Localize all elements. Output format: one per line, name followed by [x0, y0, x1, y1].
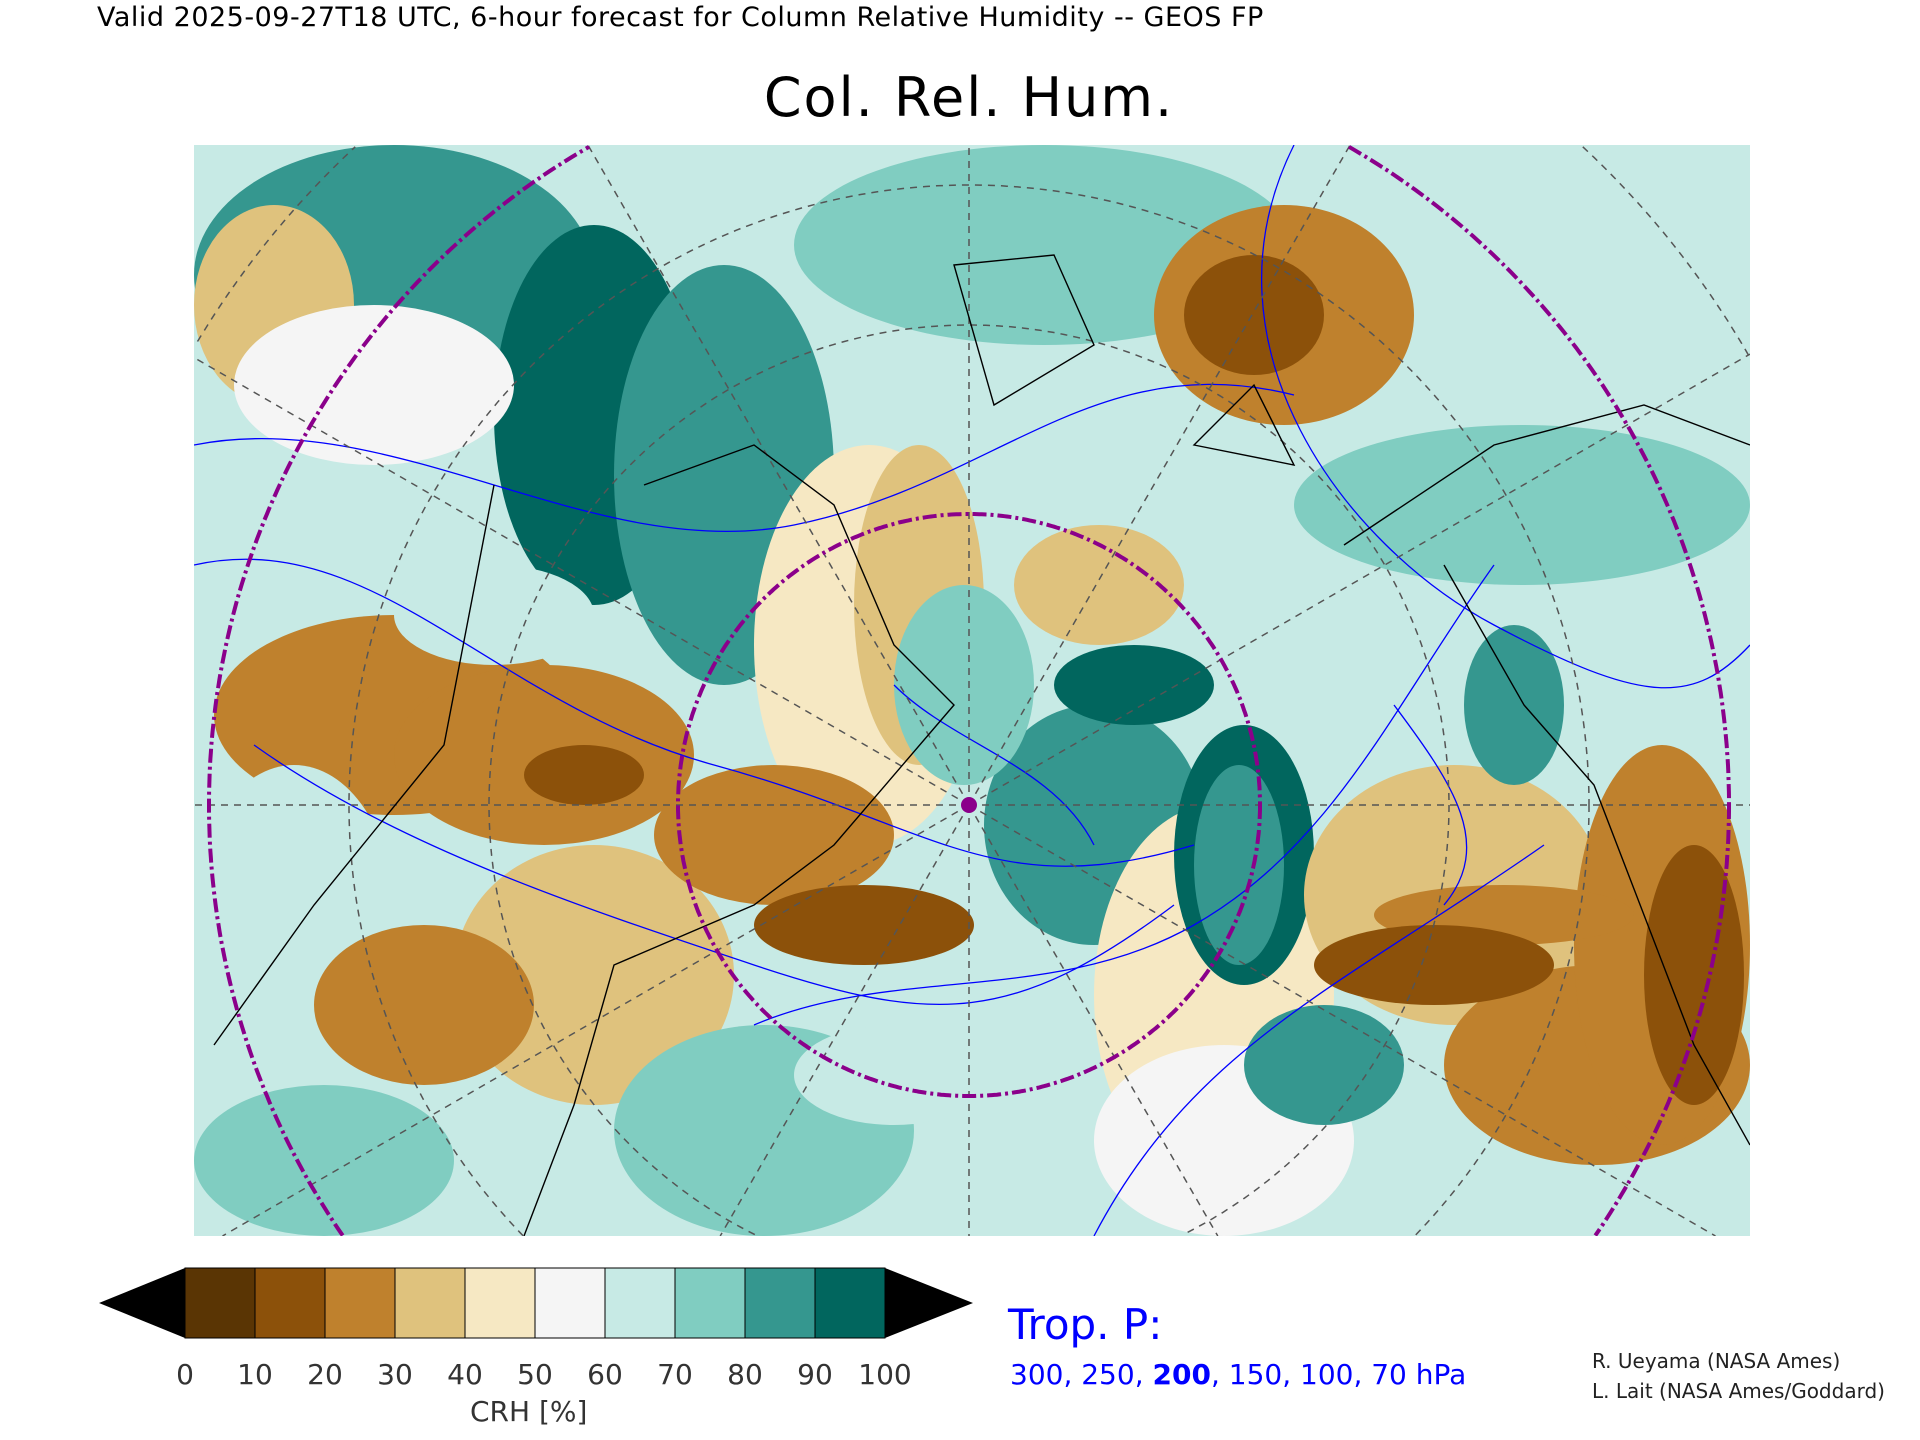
humidity-region: [1014, 525, 1184, 645]
colorbar-swatch: [394, 1267, 466, 1339]
tropopause-contours: [194, 145, 1750, 1236]
colorbar-high-extend: [885, 1268, 973, 1338]
humidity-region: [1344, 145, 1744, 405]
colorbar-swatch: [464, 1267, 536, 1339]
longitude-line: [222, 804, 970, 1236]
humidity-region: [1054, 645, 1214, 725]
contour-line: [1093, 844, 1545, 1236]
humidity-region: [1464, 625, 1564, 785]
humidity-region: [654, 765, 894, 905]
levels-before: 300, 250,: [1010, 1358, 1153, 1391]
coastlines: [213, 254, 1750, 1236]
longitude-line: [587, 145, 970, 806]
colorbar-tick: 90: [797, 1358, 833, 1391]
contour-line: [1393, 704, 1468, 906]
longitude-line: [968, 804, 1716, 1236]
coastline: [213, 484, 495, 1046]
humidity-region: [234, 305, 514, 465]
contour-line: [753, 564, 1495, 1026]
colorbar-label: CRH [%]: [470, 1395, 588, 1428]
colorbar-tick: 80: [727, 1358, 763, 1391]
coastline: [1343, 404, 1750, 546]
contour-line: [194, 558, 1195, 867]
colorbar-low-extend: [99, 1268, 185, 1338]
forecast-subtitle: Valid 2025-09-27T18 UTC, 6-hour forecast…: [97, 2, 1264, 33]
tropopause-legend-title: Trop. P:: [1008, 1300, 1163, 1349]
colorbar-swatch: [534, 1267, 606, 1339]
coastline: [1192, 383, 1296, 466]
colorbar-swatch: [674, 1267, 746, 1339]
longitude-line: [968, 804, 1219, 1236]
humidity-region: [394, 565, 594, 665]
humidity-region: [794, 1025, 994, 1125]
level-bold: 200: [1152, 1358, 1211, 1391]
colorbar-tick: 10: [237, 1358, 273, 1391]
colorbar-tick: 20: [307, 1358, 343, 1391]
credit-2: L. Lait (NASA Ames/Goddard): [1592, 1379, 1885, 1403]
contour-line: [194, 383, 1295, 533]
humidity-region: [1644, 845, 1744, 1105]
humidity-region: [1314, 925, 1554, 1005]
humidity-region: [314, 925, 534, 1085]
outer-ring: [207, 145, 1731, 1236]
colorbar: [99, 1267, 973, 1339]
plot-title: Col. Rel. Hum.: [763, 66, 1175, 129]
coastline: [1443, 564, 1750, 1146]
colorbar-tick: 70: [657, 1358, 693, 1391]
humidity-region: [454, 845, 734, 1105]
contour-line: [1260, 145, 1750, 689]
coastline: [953, 254, 1095, 407]
colorbar-tick: 0: [176, 1358, 194, 1391]
latitude-line: [196, 146, 1750, 356]
humidity-region: [894, 585, 1034, 785]
humidity-region: [1294, 425, 1750, 585]
humidity-region: [524, 745, 644, 805]
humidity-region: [1184, 255, 1324, 375]
longitude-line: [194, 356, 970, 806]
lat-lon-grid: [194, 145, 1750, 1236]
contour-line: [893, 684, 1095, 846]
humidity-map: [194, 145, 1750, 1236]
tropopause-levels: 300, 250, 200, 150, 100, 70 hPa: [1010, 1358, 1466, 1391]
colorbar-swatch: [814, 1267, 886, 1339]
colorbar-swatch: [184, 1267, 256, 1339]
colorbar-tick: 40: [447, 1358, 483, 1391]
colorbar-swatch: [254, 1267, 326, 1339]
longitude-line: [968, 145, 1351, 806]
inner-ring: [676, 512, 1262, 1098]
longitude-line: [719, 804, 970, 1236]
humidity-region: [1194, 765, 1284, 965]
pole-marker: [961, 797, 977, 813]
credit-1: R. Ueyama (NASA Ames): [1592, 1349, 1841, 1373]
colorbar-tick: 60: [587, 1358, 623, 1391]
colorbar-tick: 50: [517, 1358, 553, 1391]
levels-after: , 150, 100, 70 hPa: [1210, 1358, 1467, 1391]
colorbar-tick: 100: [858, 1358, 912, 1391]
colorbar-swatch: [324, 1267, 396, 1339]
colorbar-tick: 30: [377, 1358, 413, 1391]
contour-line: [253, 744, 1175, 1006]
humidity-field: [194, 145, 1750, 1236]
humidity-region: [194, 1085, 454, 1236]
coastline: [523, 444, 955, 1236]
rings: [207, 145, 1731, 1236]
latitude-line: [488, 324, 1450, 1236]
colorbar-swatch: [744, 1267, 816, 1339]
humidity-region: [754, 885, 974, 965]
humidity-region: [1244, 1005, 1404, 1125]
colorbar-swatch: [604, 1267, 676, 1339]
latitude-line: [348, 184, 1590, 1236]
